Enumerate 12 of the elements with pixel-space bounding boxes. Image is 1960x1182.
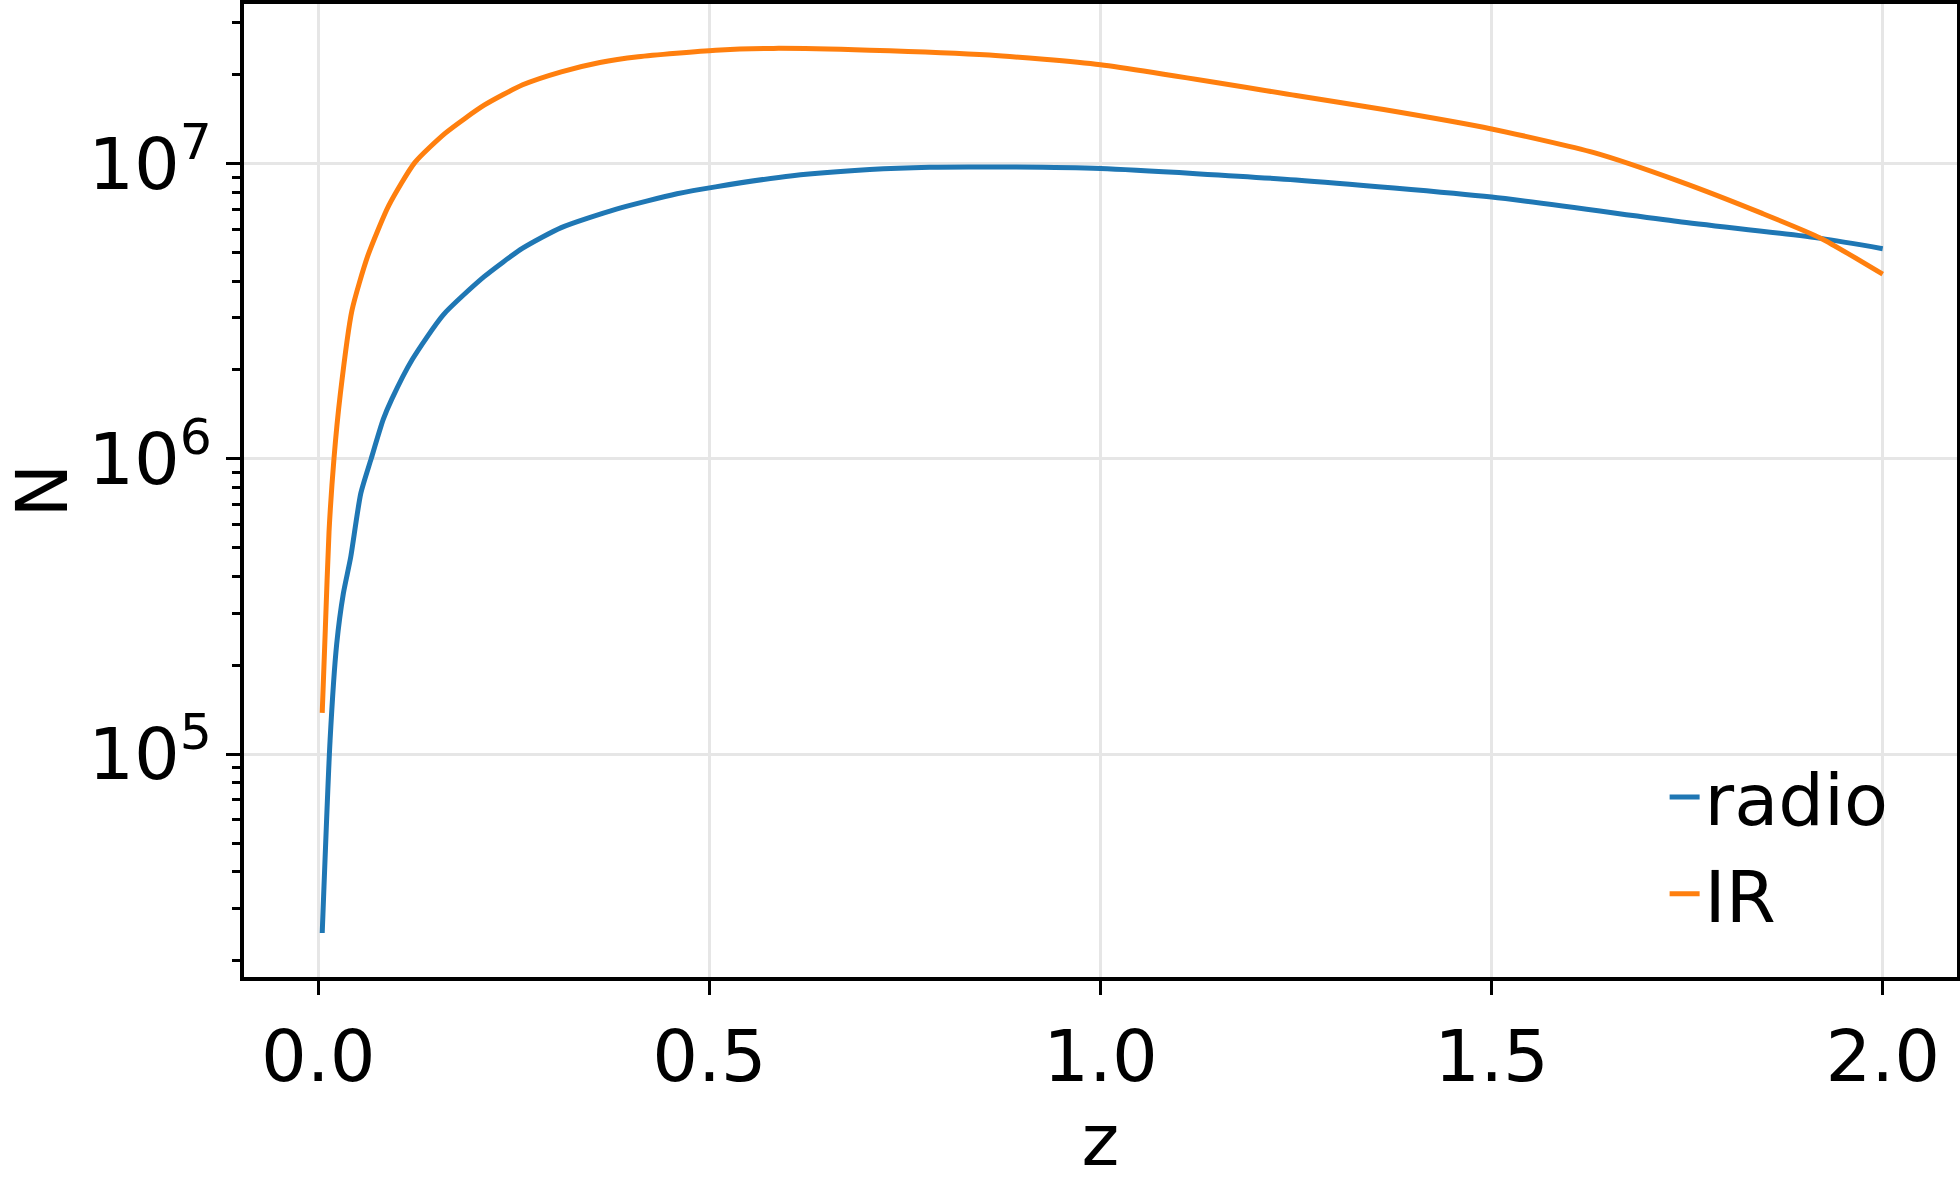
x-axis-title: z (1081, 1098, 1120, 1182)
x-tick-label: 1.5 (1434, 1014, 1549, 1099)
y-tick-label: 10$^{5}$ (88, 702, 212, 797)
y-tick-label: 10$^{7}$ (88, 111, 212, 206)
x-tick-label: 0.0 (261, 1014, 376, 1099)
x-tick-label: 1.0 (1043, 1014, 1158, 1099)
x-tick-label: 2.0 (1825, 1014, 1940, 1099)
x-tick-label: 0.5 (652, 1014, 767, 1099)
y-axis-title: N (0, 463, 84, 518)
y-tick-label: 10$^{6}$ (88, 406, 212, 502)
legend-label: IR (1704, 854, 1776, 939)
legend-label: radio (1704, 758, 1889, 843)
